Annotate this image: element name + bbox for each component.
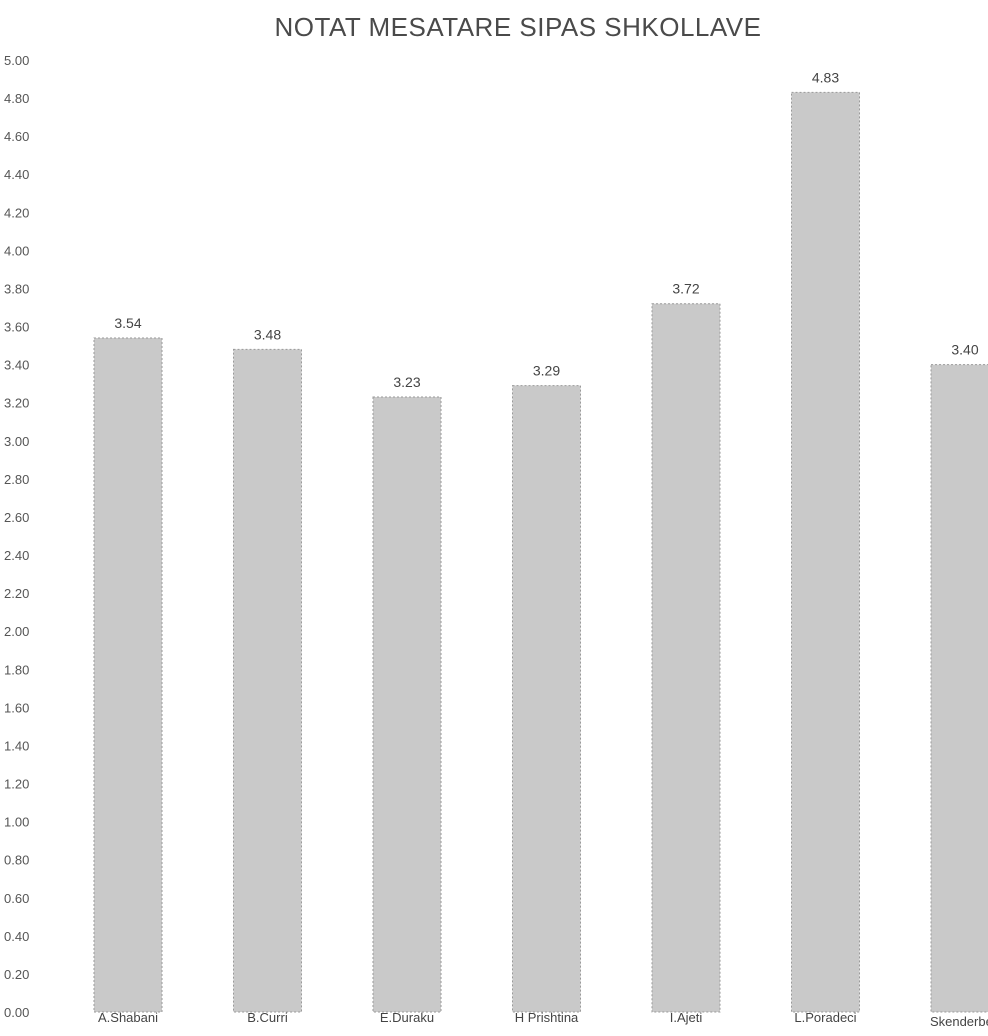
data-label: 3.23 — [393, 374, 420, 390]
y-tick-label: 2.60 — [4, 510, 29, 525]
bar — [930, 364, 988, 1013]
y-tick-label: 3.40 — [4, 358, 29, 373]
y-tick-label: 1.40 — [4, 738, 29, 753]
y-tick-label: 4.20 — [4, 205, 29, 220]
data-label: 3.40 — [951, 342, 978, 358]
x-tick-label: E.Duraku — [380, 1010, 434, 1025]
data-label: 3.48 — [254, 326, 281, 342]
y-tick-label: 3.00 — [4, 434, 29, 449]
y-tick-label: 1.60 — [4, 700, 29, 715]
y-tick-label: 4.00 — [4, 243, 29, 258]
x-tick-label: A.Shabani — [98, 1010, 158, 1025]
bar — [93, 337, 163, 1013]
bar — [791, 91, 860, 1013]
bar-series — [93, 91, 988, 1013]
x-tick-label: Skenderbeu — [930, 1014, 988, 1029]
y-tick-label: 1.00 — [4, 815, 29, 830]
y-tick-label: 4.80 — [4, 91, 29, 106]
y-tick-label: 0.60 — [4, 891, 29, 906]
bar — [512, 385, 581, 1013]
x-axis-labels: A.Shabani B.Curri E.Duraku H Prishtina I.Aje… — [98, 1010, 988, 1029]
bar — [651, 303, 721, 1013]
y-tick-label: 2.40 — [4, 548, 29, 563]
y-tick-label: 1.20 — [4, 777, 29, 792]
y-tick-label: 4.40 — [4, 167, 29, 182]
data-label: 3.54 — [114, 315, 141, 331]
y-tick-label: 5.00 — [4, 53, 29, 68]
data-label: 3.72 — [672, 281, 699, 297]
y-tick-label: 2.80 — [4, 472, 29, 487]
bar — [372, 396, 442, 1013]
y-tick-label: 0.40 — [4, 929, 29, 944]
y-tick-label: 2.00 — [4, 624, 29, 639]
x-tick-label: I.Ajeti — [670, 1010, 703, 1025]
y-axis-ticks: 0.00 0.20 0.40 0.60 0.80 1.00 1.20 1.40 1.60 1.80… — [4, 53, 29, 1020]
x-tick-label: B.Curri — [247, 1010, 288, 1025]
y-tick-label: 1.80 — [4, 662, 29, 677]
y-tick-label: 4.60 — [4, 129, 29, 144]
data-labels: 3.54 3.48 3.23 3.29 3.72 4.83 3.40 — [114, 69, 978, 390]
y-tick-label: 0.20 — [4, 967, 29, 982]
data-label: 4.83 — [812, 69, 839, 85]
x-tick-label: L.Poradeci — [794, 1010, 856, 1025]
bar — [233, 348, 302, 1013]
y-tick-label: 0.80 — [4, 853, 29, 868]
chart-title: NOTAT MESATARE SIPAS SHKOLLAVE — [275, 12, 762, 42]
y-tick-label: 3.20 — [4, 396, 29, 411]
data-label: 3.29 — [533, 363, 560, 379]
y-tick-label: 3.60 — [4, 320, 29, 335]
x-tick-label: H Prishtina — [515, 1010, 579, 1025]
y-tick-label: 3.80 — [4, 281, 29, 296]
y-tick-label: 2.20 — [4, 586, 29, 601]
y-tick-label: 0.00 — [4, 1005, 29, 1020]
